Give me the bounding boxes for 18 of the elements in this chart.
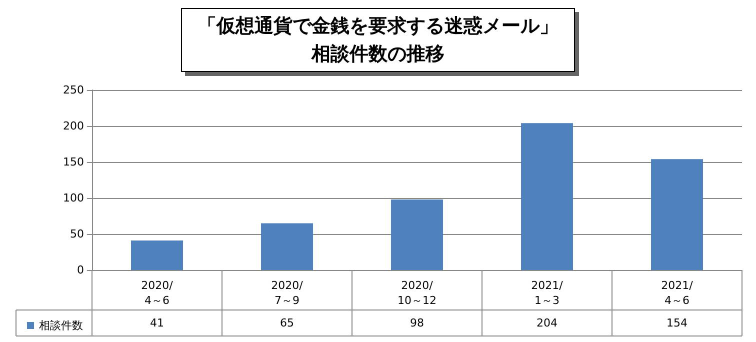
chart-title: 「仮想通貨で金銭を要求する迷惑メール」相談件数の推移 (198, 15, 558, 65)
x-tick-label: 2020/ 7～9 (271, 279, 304, 307)
data-label: 41 (150, 316, 164, 330)
legend-label: 相談件数 (39, 319, 83, 332)
data-label: 154 (666, 316, 688, 330)
y-tick-label: 0 (77, 264, 84, 276)
x-tick-label: 2021/ 4～6 (661, 279, 694, 307)
y-tick-label: 100 (63, 192, 84, 204)
y-tick-label: 50 (70, 228, 84, 240)
y-tick-label: 150 (63, 156, 84, 168)
x-tick-label: 2020/ 4～6 (141, 279, 174, 307)
x-tick-label: 2021/ 1～3 (531, 279, 564, 307)
data-label: 98 (410, 316, 424, 330)
data-label: 204 (536, 316, 558, 330)
data-label: 65 (280, 316, 294, 330)
y-tick-label: 250 (63, 84, 84, 96)
x-tick-label: 2020/ 10～12 (398, 279, 436, 307)
y-tick-label: 200 (63, 120, 84, 132)
